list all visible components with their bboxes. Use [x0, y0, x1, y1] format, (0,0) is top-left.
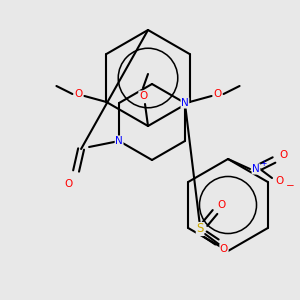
Text: N: N	[181, 98, 189, 108]
Text: N: N	[115, 136, 123, 146]
Text: O: O	[218, 200, 226, 210]
Text: O: O	[213, 89, 222, 99]
Text: S: S	[196, 223, 204, 236]
Text: O: O	[280, 150, 288, 160]
Text: O: O	[276, 176, 284, 186]
Text: +: +	[260, 160, 266, 169]
Text: −: −	[286, 181, 294, 191]
Text: O: O	[220, 244, 228, 254]
Text: O: O	[139, 91, 147, 101]
Text: N: N	[252, 164, 260, 174]
Text: O: O	[74, 89, 83, 99]
Text: O: O	[64, 179, 72, 189]
